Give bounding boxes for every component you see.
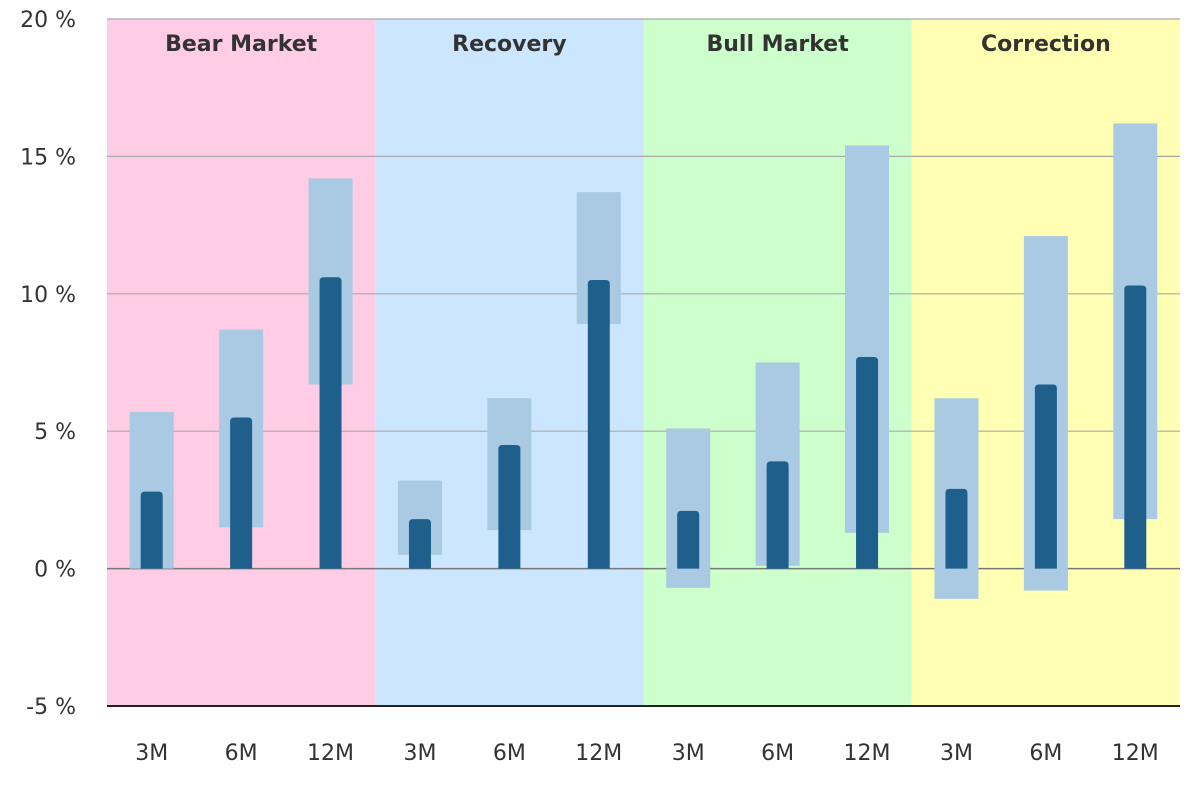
value-bar (498, 444, 521, 569)
value-bar (856, 357, 879, 569)
phase-labels: Bear Market Recovery Bull Market Correction (165, 32, 1111, 57)
value-bars (140, 277, 1147, 569)
phase-label: Bear Market (165, 32, 318, 57)
value-bar (408, 519, 431, 569)
value-bar (766, 461, 789, 569)
y-tick-label: 0 % (34, 558, 76, 583)
x-axis-ticks: 3M 6M 12M 3M 6M 12M 3M 6M 12M 3M 6M 12M (135, 741, 1159, 766)
value-bar (319, 277, 342, 569)
x-tick-label: 6M (225, 741, 258, 766)
phase-label: Bull Market (707, 32, 850, 57)
x-tick-label: 6M (761, 741, 794, 766)
x-tick-label: 3M (672, 741, 705, 766)
x-tick-label: 12M (844, 741, 891, 766)
y-tick-label: 10 % (20, 283, 76, 308)
phase-label: Recovery (452, 32, 566, 57)
value-bar (945, 488, 968, 569)
x-tick-label: 3M (135, 741, 168, 766)
y-tick-label: -5 % (26, 695, 76, 720)
value-bar (140, 491, 163, 569)
value-bar (587, 280, 610, 569)
x-tick-label: 12M (307, 741, 354, 766)
value-bar (1034, 384, 1057, 569)
x-tick-label: 12M (575, 741, 622, 766)
phase-label: Correction (981, 32, 1111, 57)
x-tick-label: 12M (1112, 741, 1159, 766)
value-bar (1124, 285, 1147, 569)
y-tick-label: 5 % (34, 420, 76, 445)
x-tick-label: 3M (940, 741, 973, 766)
y-tick-label: 15 % (20, 145, 76, 170)
y-tick-label: 20 % (20, 8, 76, 33)
y-axis-ticks: -5 % 0 % 5 % 10 % 15 % 20 % (20, 8, 76, 720)
grid-lines (107, 18, 1180, 707)
phase-bands (107, 19, 1180, 706)
x-tick-label: 6M (493, 741, 526, 766)
x-tick-label: 3M (403, 741, 436, 766)
value-bar (230, 417, 253, 569)
value-bar (677, 510, 700, 569)
x-tick-label: 6M (1029, 741, 1062, 766)
